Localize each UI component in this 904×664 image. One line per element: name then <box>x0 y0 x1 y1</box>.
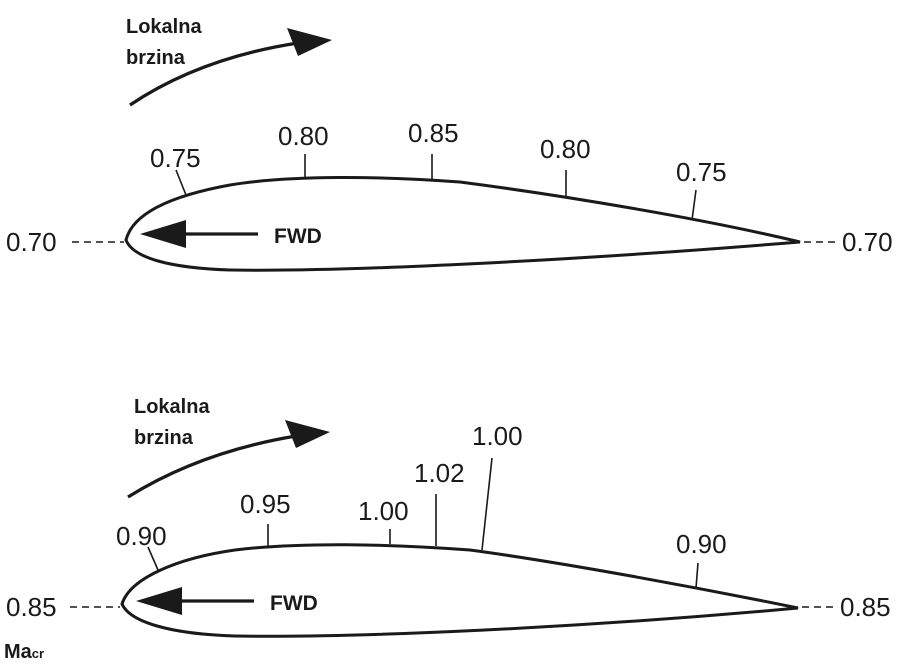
bottom-tick-line-6 <box>695 562 699 589</box>
top-tick-line-5 <box>691 189 697 221</box>
bottom-tick-line-1 <box>147 546 159 571</box>
bottom-tick-label-4: 1.02 <box>414 458 465 488</box>
bottom-fwd-arrow-icon <box>136 587 182 615</box>
bottom-airfoil-shape <box>120 543 799 638</box>
bottom-right-value: 0.85 <box>840 592 891 622</box>
ma-cr-subscript: cr <box>32 646 44 661</box>
bottom-tick-label-1: 0.90 <box>116 521 167 551</box>
bottom-left-value: 0.85 <box>6 592 57 622</box>
bottom-flow-label-line1: Lokalna <box>134 396 210 418</box>
top-airfoil-shape <box>124 175 801 272</box>
bottom-tick-label-2: 0.95 <box>240 489 291 519</box>
ma-cr-main: Ma <box>4 641 33 663</box>
top-fwd-label: FWD <box>274 225 322 248</box>
top-tick-label-3: 0.85 <box>408 118 459 148</box>
bottom-diagram: Lokalna brzina 0.90 0.95 1.00 1.02 1.00 … <box>6 396 891 638</box>
top-tick-label-5: 0.75 <box>676 157 727 187</box>
bottom-tick-label-3: 1.00 <box>358 496 409 526</box>
top-flow-arrowhead-icon <box>287 28 332 56</box>
bottom-tick-line-5 <box>481 457 493 551</box>
ma-cr-label: Macr <box>4 641 44 663</box>
bottom-fwd-label: FWD <box>270 592 318 615</box>
top-diagram: Lokalna brzina 0.75 0.80 0.85 0.80 0.75 … <box>6 16 893 272</box>
bottom-flow-arrowhead-icon <box>285 420 330 448</box>
top-tick-line-1 <box>175 169 187 196</box>
top-fwd-arrow-icon <box>140 220 186 248</box>
top-right-value: 0.70 <box>842 227 893 257</box>
top-flow-arrow-icon <box>129 41 299 107</box>
bottom-tick-label-6: 0.90 <box>676 529 727 559</box>
top-tick-label-1: 0.75 <box>150 143 201 173</box>
top-flow-label-line1: Lokalna <box>126 16 202 38</box>
top-left-value: 0.70 <box>6 227 57 257</box>
top-tick-label-4: 0.80 <box>540 134 591 164</box>
top-tick-label-2: 0.80 <box>278 121 329 151</box>
bottom-flow-arrow-icon <box>127 434 297 499</box>
top-flow-label-line2: brzina <box>126 47 186 69</box>
bottom-flow-label-line2: brzina <box>134 427 194 449</box>
bottom-tick-label-5: 1.00 <box>472 421 523 451</box>
